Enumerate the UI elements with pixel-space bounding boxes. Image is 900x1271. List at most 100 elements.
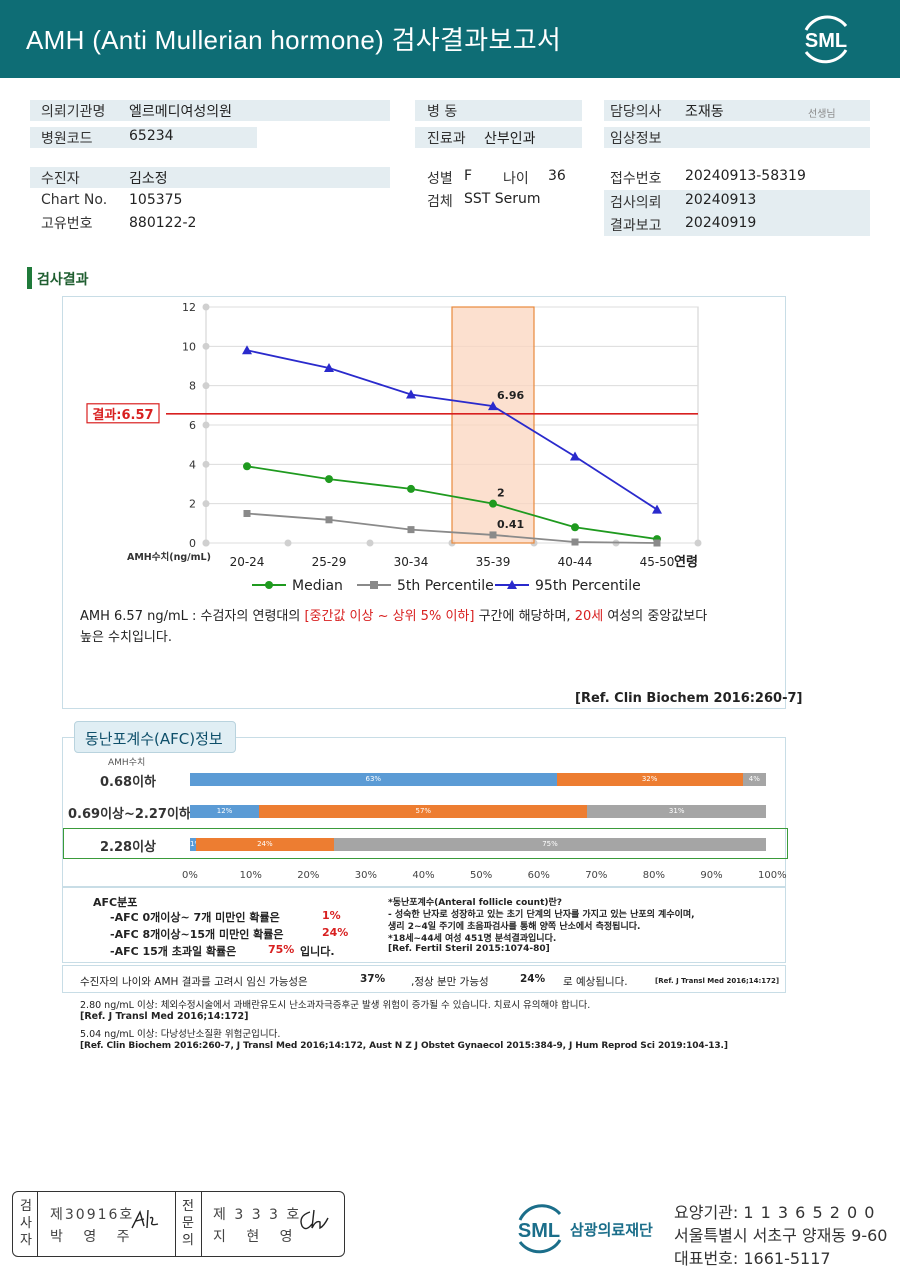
series-point-0 [489, 499, 497, 508]
x-tick-label: 40-44 [558, 555, 593, 569]
note-pcos-ref: [Ref. Clin Biochem 2016:260-7, J Transl … [80, 1041, 728, 1051]
afc-dist-text-0: -AFC 0개이상~ 7개 미만인 확률은 [110, 911, 280, 924]
note-ohss: 2.80 ng/mL 이상: 체외수정시술에서 과배란유도시 난소과자극증후군 … [80, 1000, 591, 1011]
afc-row-label: 0.68이하 [100, 775, 156, 790]
afc-x-tick: 80% [642, 870, 666, 881]
specialist-name: 지 현 영 [213, 1229, 301, 1245]
unique-no-value: 880122-2 [129, 215, 197, 231]
afc-x-tick: 10% [239, 870, 262, 881]
afc-bar-segment: 32% [556, 773, 743, 786]
svg-text:SML: SML [805, 30, 847, 52]
hospital-code-value: 65234 [129, 128, 174, 144]
afc-note-2: 생리 2~4일 주기에 초음파검사를 통해 양쪽 난소에서 측정됩니다. [388, 922, 641, 932]
y-axis-label: AMH수치(ng/mL) [127, 551, 211, 563]
series-line-2 [246, 349, 658, 511]
pregnancy-panel [62, 965, 786, 993]
pregnancy-text-b: ,정상 분만 가능성 [411, 976, 489, 988]
chart-panel [62, 296, 786, 709]
sex-value: F [464, 168, 473, 184]
clinical-info-label: 임상정보 [610, 131, 662, 147]
result-label: 결과:6.57 [92, 407, 153, 423]
afc-x-tick: 30% [354, 870, 378, 881]
specimen-value: SST Serum [464, 191, 541, 207]
afc-dist-suffix-2: 입니다. [300, 945, 335, 958]
afc-x-tick: 0% [182, 870, 198, 881]
afc-stacked-bar: 1%24%75% [190, 838, 766, 851]
section-marker [27, 267, 32, 289]
unique-no-label: 고유번호 [41, 216, 93, 232]
series-line-1 [246, 512, 658, 544]
afc-highlight-row [63, 828, 788, 859]
afc-distribution-panel [62, 887, 786, 963]
field-bar [415, 127, 582, 148]
series-line-0 [246, 465, 658, 540]
y-axis-dot [202, 342, 210, 350]
series-point-1 [243, 510, 251, 517]
x-tick-label: 30-34 [394, 555, 429, 569]
x-axis-dot [366, 539, 374, 547]
afc-note-title: *동난포계수(Anteral follicle count)란? [388, 898, 562, 908]
field-bar [604, 190, 870, 236]
afc-dist-text-2: -AFC 15개 초과일 확률은 [110, 945, 237, 958]
afc-note-3: *18세~44세 여성 451명 분석결과입니다. [388, 934, 557, 944]
series-point-0 [325, 475, 333, 484]
sex-label: 성별 [427, 171, 453, 187]
pregnancy-value-b: 24% [520, 973, 546, 985]
x-axis-dot [694, 539, 702, 547]
legend-marker-1 [370, 581, 378, 589]
doctor-label: 담당의사 [610, 104, 662, 120]
series-point-0 [571, 523, 579, 532]
x-tick-label: 25-29 [312, 555, 347, 569]
afc-bar-segment: 4% [742, 773, 766, 786]
afc-x-tick: 40% [412, 870, 435, 881]
series-point-2 [570, 451, 580, 461]
specialist-signature-icon [300, 1209, 329, 1230]
series-point-2 [488, 401, 498, 411]
result-label-box [86, 403, 160, 424]
field-bar [30, 127, 257, 148]
series-point-2 [652, 504, 662, 514]
department-label: 진료과 [427, 131, 466, 147]
afc-distribution-title: AFC분포 [93, 896, 138, 909]
afc-stacked-bar: 63% 32% 4% [190, 773, 766, 786]
x-tick-label: 45-50 [640, 555, 675, 569]
series-point-1 [407, 526, 415, 534]
age-value: 36 [548, 168, 566, 184]
x-axis-dot [202, 539, 210, 547]
afc-bar-segment: 12% [190, 805, 260, 818]
afc-x-tick: 70% [585, 870, 608, 881]
series-point-2 [406, 389, 416, 399]
afc-bar-segment: 1% [190, 838, 196, 851]
x-axis-dot [284, 539, 292, 547]
tester-signature-icon [131, 1209, 159, 1229]
institution-value: 엘르메디여성의원 [129, 104, 233, 120]
data-label: 0.41 [497, 518, 524, 531]
series-point-1 [653, 539, 661, 547]
afc-x-tick: 20% [297, 870, 320, 881]
y-tick-label: 2 [189, 498, 196, 511]
note-ohss-ref: [Ref. J Transl Med 2016;14:172] [80, 1011, 249, 1022]
legend-label-0: Median [292, 578, 343, 594]
series-point-2 [242, 345, 252, 355]
afc-x-tick: 60% [527, 870, 550, 881]
afc-column-header: AMH수치 [108, 758, 146, 768]
afc-bar-segment: 57% [259, 805, 588, 818]
legend-marker-2 [507, 580, 517, 589]
y-tick-label: 8 [189, 380, 196, 393]
pregnancy-ref: [Ref. J Transl Med 2016;14:172] [655, 977, 780, 985]
y-axis-dot [202, 382, 210, 390]
patient-value: 김소정 [129, 171, 168, 187]
page-title: AMH (Anti Mullerian hormone) 검사결과보고서 [26, 25, 562, 55]
y-axis-dot [202, 460, 210, 468]
afc-bar-segment: 75% [333, 838, 766, 851]
specialist-license: 제 3 3 3 호 [213, 1207, 302, 1223]
department-value: 산부인과 [484, 131, 536, 147]
afc-dist-text-1: -AFC 8개이상~15개 미만인 확률은 [110, 928, 284, 941]
specimen-label: 검체 [427, 194, 453, 210]
legend-label-2: 95th Percentile [535, 578, 641, 594]
y-tick-label: 0 [189, 537, 196, 550]
tester-label: 검사자 [20, 1199, 32, 1248]
afc-row-label: 0.69이상~2.27이하 [68, 807, 191, 822]
note-pcos: 5.04 ng/mL 이상: 다낭성난소질환 위험군입니다. [80, 1029, 281, 1040]
signature-box [12, 1191, 345, 1257]
